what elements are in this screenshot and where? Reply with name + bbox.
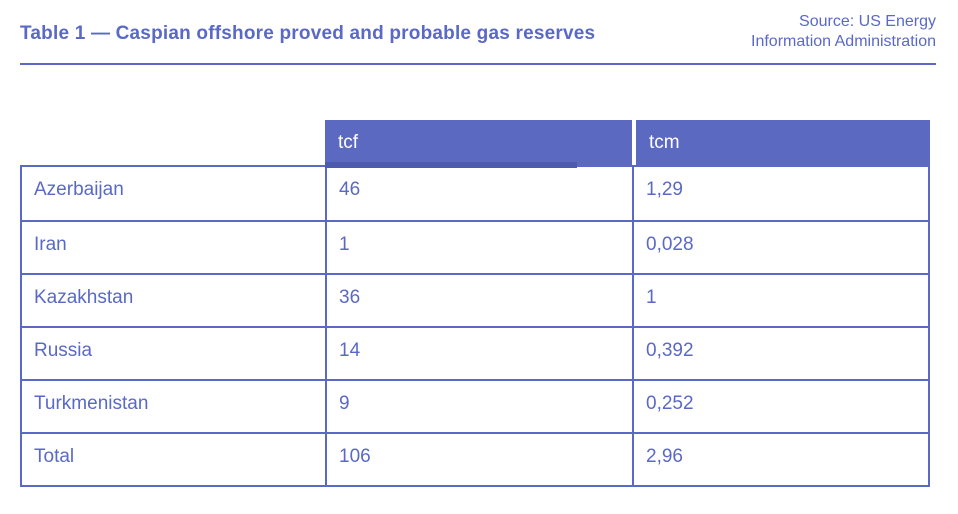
table-row-turkmenistan: Turkmenistan 9 0,252 xyxy=(22,379,928,433)
table-header-row: tcf tcm xyxy=(20,120,930,169)
cell-tcf: 14 xyxy=(325,328,632,380)
cell-tcf: 106 xyxy=(325,434,632,486)
row-label: Turkmenistan xyxy=(34,393,149,415)
source-credit: Source: US Energy Information Administra… xyxy=(751,12,936,51)
cell-tcm: 0,028 xyxy=(632,222,928,274)
table-row-azerbaijan: Azerbaijan 46 1,29 xyxy=(22,167,928,221)
cell-tcm: 0,392 xyxy=(632,328,928,380)
table-row-iran: Iran 1 0,028 xyxy=(22,220,928,274)
column-header-tcf: tcf xyxy=(325,120,632,169)
row-label: Russia xyxy=(34,340,93,362)
header-spacer-cell xyxy=(20,120,325,165)
reserves-table: tcf tcm Azerbaijan 46 1,29 Iran 1 0,028 … xyxy=(20,120,930,488)
table-row-russia: Russia 14 0,392 xyxy=(22,326,928,380)
table-row-kazakhstan: Kazakhstan 36 1 xyxy=(22,273,928,327)
row-label: Kazakhstan xyxy=(34,287,134,309)
cell-tcf: 36 xyxy=(325,275,632,327)
table-body: Azerbaijan 46 1,29 Iran 1 0,028 Kazakhst… xyxy=(20,165,930,488)
row-label: Total xyxy=(34,446,75,468)
title-divider xyxy=(20,63,936,66)
cell-tcf: 9 xyxy=(325,381,632,433)
source-line-1: Source: US Energy xyxy=(799,13,936,30)
cell-tcm: 1,29 xyxy=(632,167,928,221)
cell-tcm: 1 xyxy=(632,275,928,327)
header-shadow-bar xyxy=(325,162,577,169)
column-header-tcm: tcm xyxy=(632,120,930,166)
row-label: Azerbaijan xyxy=(34,179,124,201)
column-header-tcm-label: tcm xyxy=(649,131,680,153)
row-label: Iran xyxy=(34,234,67,256)
page-title: Table 1 — Caspian offshore proved and pr… xyxy=(20,23,596,44)
cell-tcf: 46 xyxy=(325,167,632,221)
top-bar: Table 1 — Caspian offshore proved and pr… xyxy=(0,0,958,51)
source-line-2: Information Administration xyxy=(751,32,936,50)
table-row-total: Total 106 2,96 xyxy=(22,432,928,486)
cell-tcf: 1 xyxy=(325,222,632,274)
cell-tcm: 0,252 xyxy=(632,381,928,433)
cell-tcm: 2,96 xyxy=(632,434,928,486)
column-header-tcf-label: tcf xyxy=(338,131,359,153)
